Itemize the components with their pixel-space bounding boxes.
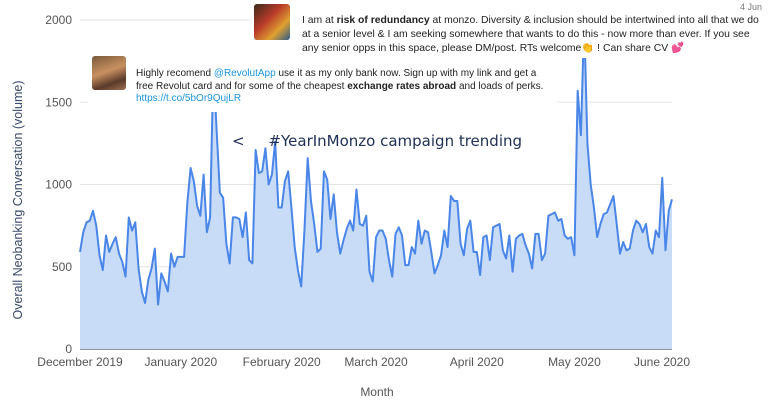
series-line: [79, 19, 673, 306]
tweet-card-redundancy: 4 Jun I am at risk of redundancy at monz…: [250, 0, 768, 58]
tweet-avatar: [92, 56, 126, 90]
clapping-hands-icon: 👏: [581, 43, 595, 54]
tweet-card-revolut: Highly recomend @RevolutApp use it as my…: [88, 54, 558, 112]
y-axis-ticks: 0 500 1000 1500 2000: [45, 13, 72, 356]
hearts-icon: 💕: [671, 43, 685, 54]
x-tick-label: December 2019: [37, 355, 123, 369]
x-tick-label: January 2020: [144, 355, 217, 369]
campaign-annotation: < #YearInMonzo campaign trending: [232, 132, 523, 150]
series-area-fill: [80, 20, 672, 349]
tweet-text: I am at risk of redundancy at monzo. Div…: [302, 15, 759, 54]
y-tick-label: 1500: [45, 95, 72, 109]
x-tick-label: June 2020: [634, 355, 690, 369]
tweet-mention[interactable]: @RevolutApp: [213, 68, 276, 79]
x-tick-label: February 2020: [243, 355, 321, 369]
x-tick-label: March 2020: [344, 355, 408, 369]
y-tick-label: 0: [65, 342, 72, 356]
y-axis-label: Overall Neobanking Conversation (volume): [11, 80, 25, 319]
y-tick-label: 2000: [45, 13, 72, 27]
x-axis-label: Month: [360, 385, 393, 399]
x-tick-label: April 2020: [450, 355, 504, 369]
tweet-date: 4 Jun: [739, 2, 762, 12]
tweet-avatar: [254, 4, 290, 40]
tweet-text: Highly recomend @RevolutApp use it as my…: [136, 68, 544, 104]
y-tick-label: 500: [52, 260, 72, 274]
x-tick-label: May 2020: [548, 355, 601, 369]
y-tick-label: 1000: [45, 178, 72, 192]
x-axis-ticks: December 2019 January 2020 February 2020 Ma…: [37, 355, 690, 369]
tweet-link[interactable]: https://t.co/5bOr9QujLR: [136, 93, 242, 104]
